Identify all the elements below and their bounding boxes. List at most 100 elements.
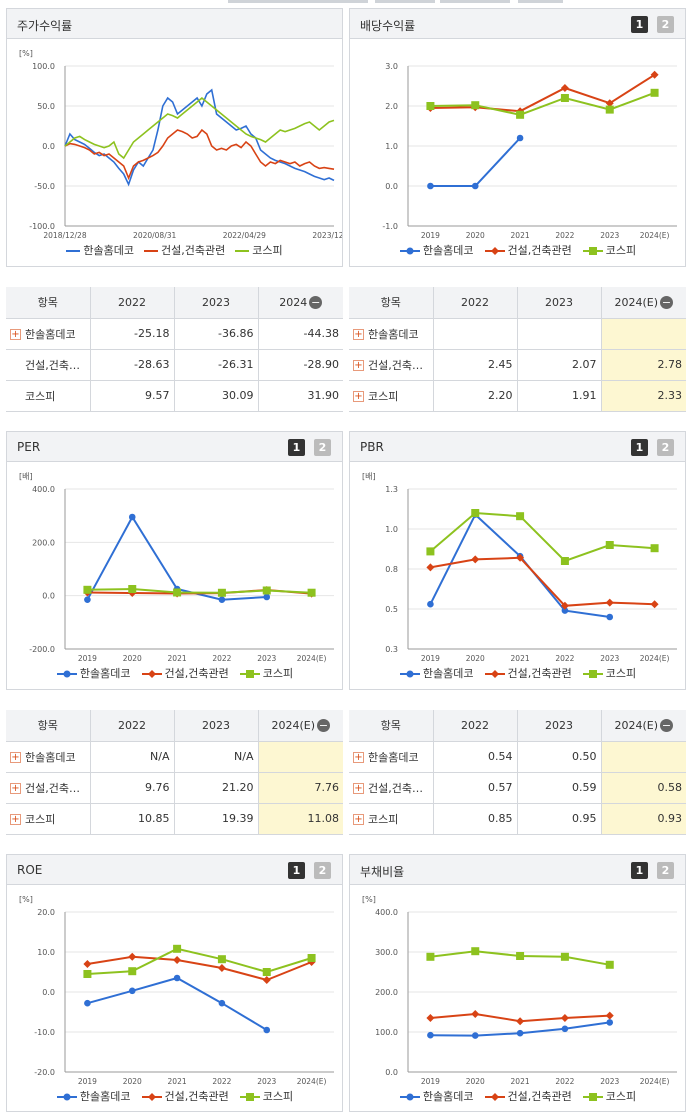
expand-icon[interactable]: +	[353, 783, 364, 794]
chart-mode-1-button[interactable]: 1	[631, 862, 648, 879]
chart-mode-2-button[interactable]: 2	[657, 439, 674, 456]
expand-icon[interactable]: +	[10, 814, 21, 825]
expand-icon[interactable]: +	[10, 752, 21, 763]
collapse-icon[interactable]: −	[317, 719, 331, 732]
legend-line-icon	[235, 250, 250, 252]
row-name[interactable]: + 건설,건축…	[6, 772, 90, 804]
table-cell	[257, 741, 343, 773]
expand-icon[interactable]: +	[353, 814, 364, 825]
collapse-icon[interactable]: −	[309, 296, 323, 309]
x-tick-label: 2020	[123, 654, 142, 663]
x-tick-label: 2023	[257, 1077, 276, 1086]
table-cell: 9.57	[89, 380, 174, 412]
table-row: + 한솔홈데코 0.54 0.50	[349, 741, 686, 773]
series-line-kospi	[429, 511, 655, 563]
row-name[interactable]: + 코스피	[6, 803, 90, 835]
point-company	[128, 987, 136, 995]
pbr-panel: PBR 1 2 [배] 1.3 1.0 0.8 0.5 0.3 2019 2020 2021 20…	[349, 431, 686, 690]
y-tick-label: 0.5	[385, 605, 398, 614]
table-cell: 2.20	[432, 380, 517, 412]
legend-marker-icon	[141, 1093, 162, 1101]
legend-item-kospi: 코스피	[239, 1088, 293, 1104]
legend-label: 코스피	[262, 1090, 294, 1103]
header-year: 2022	[432, 287, 517, 319]
pbr-chart: [배] 1.3 1.0 0.8 0.5 0.3 2019 2020 2021 2022 2023 20…	[362, 472, 677, 663]
expand-icon[interactable]: +	[10, 329, 21, 340]
row-name[interactable]: + 코스피	[349, 803, 433, 835]
point-kospi	[516, 110, 525, 119]
row-name[interactable]: + 건설,건축…	[349, 772, 433, 804]
row-name[interactable]: + 한솔홈데코	[6, 318, 90, 350]
expand-icon[interactable]: +	[353, 360, 364, 371]
header-item: 항목	[349, 287, 433, 319]
legend-label: 한솔홈데코	[79, 1090, 131, 1103]
point-company	[561, 607, 569, 614]
collapse-icon[interactable]: −	[660, 296, 674, 309]
point-industry	[650, 70, 659, 79]
legend-label: 코스피	[262, 667, 294, 680]
chart-legend: 한솔홈데코 건설,건축관련 코스피	[7, 665, 342, 681]
expand-icon[interactable]: +	[353, 329, 364, 340]
expand-icon[interactable]: +	[353, 391, 364, 402]
x-tick-label: 2020/08/31	[133, 231, 176, 240]
point-kospi	[605, 541, 614, 549]
point-kospi	[83, 585, 92, 594]
row-name: 코스피	[6, 380, 90, 412]
row-name[interactable]: + 코스피	[349, 380, 433, 412]
point-company	[263, 1026, 271, 1034]
legend-label: 코스피	[605, 244, 637, 257]
point-industry	[605, 99, 614, 108]
series-line-company	[429, 512, 610, 618]
series-line-kospi	[430, 91, 655, 116]
table-row: + 건설,건축… 2.45 2.07 2.78	[349, 349, 686, 381]
legend-item-company: 한솔홈데코	[56, 665, 131, 681]
table-cell: -28.90	[257, 349, 343, 381]
x-tick-label: 2024(E)	[640, 1077, 670, 1086]
chart-mode-2-button[interactable]: 2	[314, 862, 331, 879]
stock-return-panel: 주가수익률 [%] 100.0 50.0 0.0 -50.0 -100.0 2018/12/…	[6, 8, 343, 267]
point-company	[218, 596, 226, 603]
legend-item-company: 한솔홈데코	[399, 1088, 474, 1104]
row-name: 건설,건축…	[6, 349, 90, 381]
x-tick-label: 2021	[168, 1077, 187, 1086]
y-tick-label: 100.0	[32, 62, 55, 71]
table-row: + 한솔홈데코	[349, 318, 686, 350]
row-name[interactable]: + 한솔홈데코	[6, 741, 90, 773]
legend-item-industry: 건설,건축관련	[484, 665, 572, 681]
point-kospi	[307, 588, 316, 597]
point-industry	[605, 598, 614, 607]
point-industry	[560, 601, 569, 610]
chart-mode-2-button[interactable]: 2	[657, 16, 674, 33]
panel-header: ROE 1 2	[7, 855, 342, 885]
x-tick-label: 2023	[257, 654, 276, 663]
point-industry	[173, 956, 182, 964]
chart-mode-1-button[interactable]: 1	[631, 16, 648, 33]
chart-mode-1-button[interactable]: 1	[288, 862, 305, 879]
y-tick-label: 50.0	[37, 102, 55, 111]
point-kospi	[560, 557, 569, 565]
row-name[interactable]: + 건설,건축…	[349, 349, 433, 381]
collapse-icon[interactable]: −	[660, 719, 674, 732]
expand-icon[interactable]: +	[10, 783, 21, 794]
expand-icon[interactable]: +	[353, 752, 364, 763]
row-name[interactable]: + 한솔홈데코	[349, 741, 433, 773]
debt-ratio-chart: [%] 400.0 300.0 200.0 100.0 0.0 2019 2020 2021 20…	[362, 895, 677, 1086]
chart-mode-2-button[interactable]: 2	[314, 439, 331, 456]
x-tick-label: 2024(E)	[297, 1077, 327, 1086]
row-name[interactable]: + 한솔홈데코	[349, 318, 433, 350]
chart-mode-1-button[interactable]: 1	[288, 439, 305, 456]
table-cell: 0.58	[600, 772, 686, 804]
point-company	[606, 613, 614, 621]
x-tick-label: 2018/12/28	[43, 231, 86, 240]
series-line-kospi	[64, 96, 335, 160]
y-tick-label: 400.0	[375, 908, 398, 917]
chart-mode-1-button[interactable]: 1	[631, 439, 648, 456]
legend-marker-icon	[399, 670, 420, 678]
legend-marker-icon	[56, 1093, 77, 1101]
chart-mode-2-button[interactable]: 2	[657, 862, 674, 879]
point-industry	[262, 976, 271, 984]
header-year: 2023	[173, 710, 258, 742]
y-unit-label: [%]	[362, 895, 376, 904]
legend-marker-icon	[399, 1093, 420, 1101]
point-company	[516, 1029, 524, 1037]
